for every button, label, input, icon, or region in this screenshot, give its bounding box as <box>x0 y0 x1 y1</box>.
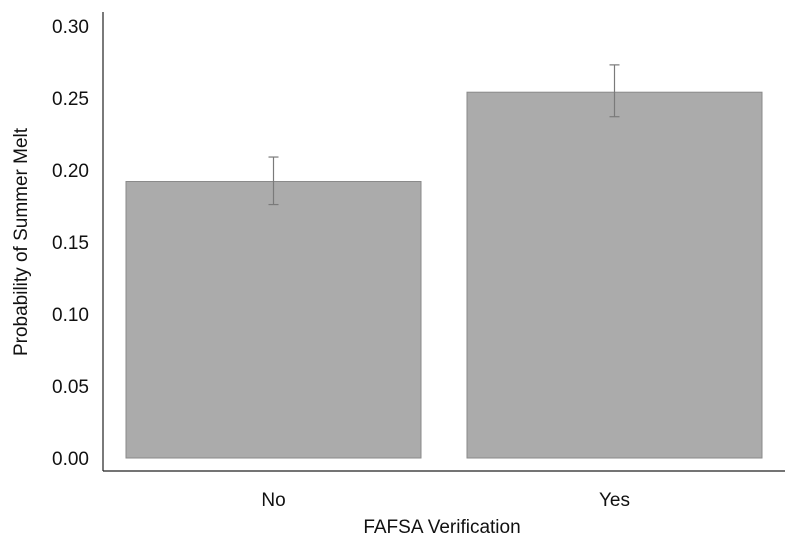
error-bars-layer <box>268 64 620 206</box>
error-bar-no <box>268 156 279 206</box>
y-tick-label: 0.10 <box>52 305 89 326</box>
axes-layer <box>102 12 785 472</box>
y-axis-title: Probability of Summer Melt <box>11 127 32 356</box>
x-axis-title: FAFSA Verification <box>363 517 520 535</box>
y-tick-label: 0.25 <box>52 89 89 110</box>
x-tick-label-yes: Yes <box>599 490 630 511</box>
x-tick-label-no: No <box>261 490 285 511</box>
x-tick-labels: No Yes <box>261 490 630 511</box>
bars-layer <box>125 91 763 459</box>
y-tick-label: 0.00 <box>52 449 89 470</box>
y-tick-label: 0.30 <box>52 17 89 38</box>
bar-no <box>125 181 422 459</box>
error-bar-yes <box>609 64 620 118</box>
bar-yes <box>466 91 763 459</box>
y-tick-label: 0.05 <box>52 377 89 398</box>
y-tick-label: 0.20 <box>52 161 89 182</box>
y-tick-labels: 0.00 0.05 0.10 0.15 0.20 0.25 0.30 <box>52 17 89 470</box>
y-tick-label: 0.15 <box>52 233 89 254</box>
